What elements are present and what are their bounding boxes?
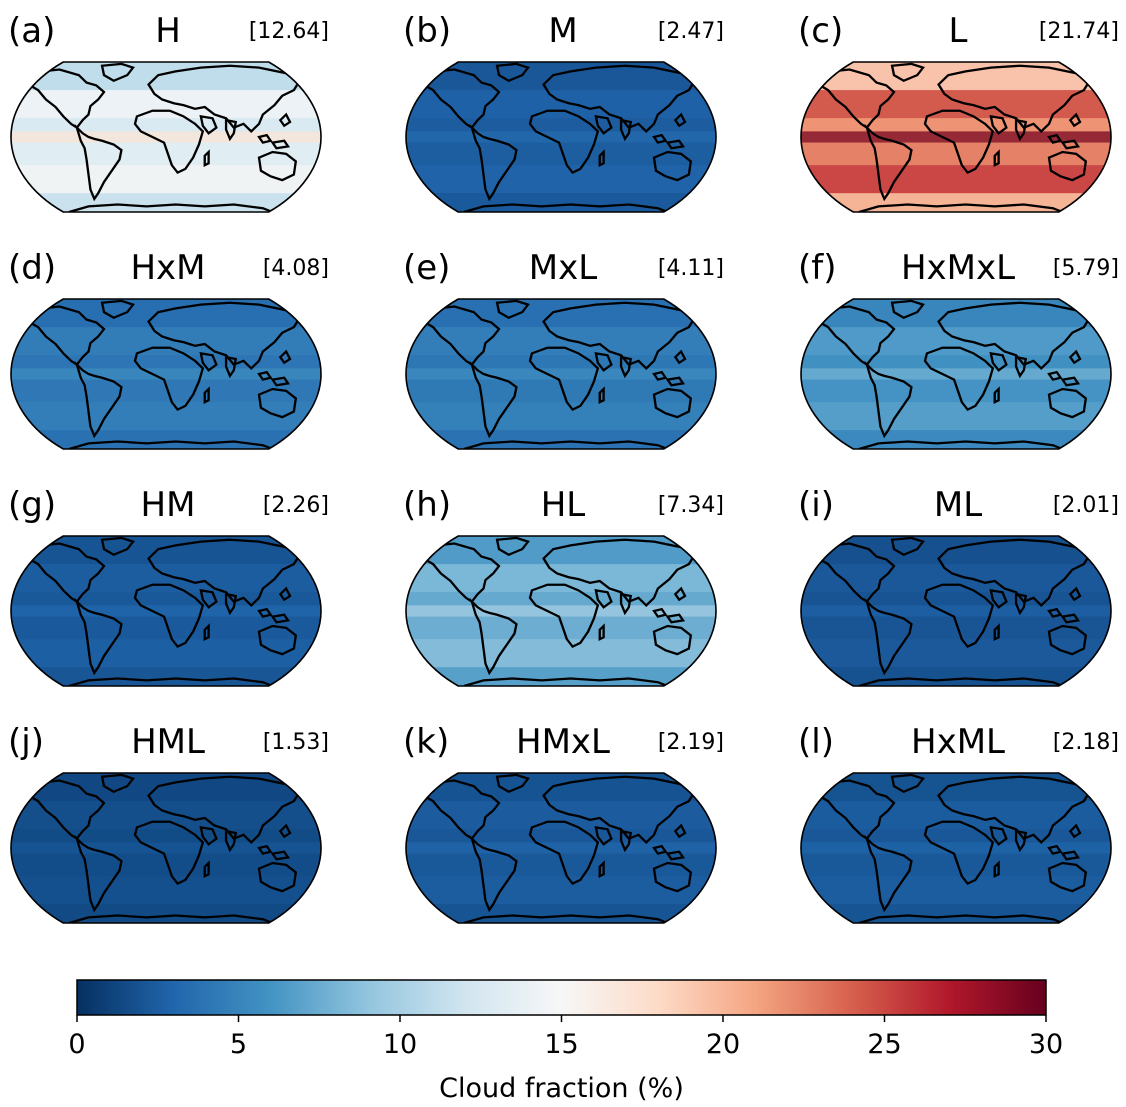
colorbar-tick-label: 5 — [230, 1029, 247, 1060]
map-fill — [800, 535, 1112, 687]
map-panel: (e) MxL [4.11] — [403, 248, 724, 458]
panel-letter: (c) — [798, 11, 843, 51]
map-panel: (j) HML [1.53] — [8, 722, 329, 932]
panel-letter: (k) — [403, 722, 449, 762]
map-panel: (f) HxMxL [5.79] — [798, 248, 1119, 458]
panel-title: MxL — [529, 248, 597, 288]
map-outline — [406, 773, 716, 923]
panel-letter: (b) — [403, 11, 451, 51]
map-fill — [10, 535, 322, 687]
map-outline — [406, 299, 716, 449]
panel-mean-value: [21.74] — [1039, 19, 1119, 44]
panel-title: HMxL — [516, 722, 610, 762]
map-panel: (l) HxML [2.18] — [798, 722, 1119, 932]
map-panel: (h) HL [7.34] — [403, 485, 724, 695]
panel-title: HxM — [130, 248, 205, 288]
colorbar-gradient — [76, 979, 1047, 1016]
map-panel: (g) HM [2.26] — [8, 485, 329, 695]
panel-title: HM — [141, 485, 196, 525]
panel-title: HL — [541, 485, 586, 525]
colorbar: 0 5 10 15 20 25 30 Cloud fraction (%) — [68, 979, 1063, 1104]
map-outline — [11, 773, 321, 923]
map-outline — [801, 299, 1111, 449]
panel-mean-value: [4.08] — [263, 256, 329, 281]
panel-mean-value: [7.34] — [658, 493, 724, 518]
map-panel: (b) M [2.47] — [403, 11, 724, 221]
panel-letter: (l) — [798, 722, 834, 762]
panel-letter: (i) — [798, 485, 834, 525]
map-fill — [10, 298, 322, 450]
colorbar-tick-label: 20 — [706, 1029, 740, 1060]
panel-mean-value: [2.26] — [263, 493, 329, 518]
map-fill — [800, 298, 1112, 450]
panel-mean-value: [2.18] — [1053, 730, 1119, 755]
panel-mean-value: [2.01] — [1053, 493, 1119, 518]
map-panel: (k) HMxL [2.19] — [403, 722, 724, 932]
colorbar-tick-label: 0 — [68, 1029, 85, 1060]
map-fill — [10, 772, 322, 924]
colorbar-label: Cloud fraction (%) — [439, 1073, 684, 1104]
panel-letter: (a) — [8, 11, 55, 51]
panel-title: L — [949, 11, 968, 51]
panel-mean-value: [12.64] — [249, 19, 329, 44]
map-outline — [801, 536, 1111, 686]
map-fill — [405, 535, 717, 687]
map-outline — [801, 773, 1111, 923]
panel-mean-value: [1.53] — [263, 730, 329, 755]
panel-title: M — [548, 11, 577, 51]
map-outline — [801, 62, 1111, 212]
map-outline — [11, 299, 321, 449]
map-panel: (d) HxM [4.08] — [8, 248, 329, 458]
panel-mean-value: [2.19] — [658, 730, 724, 755]
panel-letter: (d) — [8, 248, 56, 288]
panel-letter: (f) — [798, 248, 837, 288]
map-panel: (a) H [12.64] — [8, 11, 329, 221]
panel-title: HxMxL — [901, 248, 1015, 288]
map-outline — [11, 62, 321, 212]
map-outline — [406, 536, 716, 686]
map-fill — [10, 61, 322, 213]
colorbar-tick-label: 15 — [544, 1029, 578, 1060]
map-outline — [11, 536, 321, 686]
colorbar-tick-label: 10 — [383, 1029, 417, 1060]
colorbar-tick-label: 30 — [1029, 1029, 1063, 1060]
panel-title: HxML — [911, 722, 1005, 762]
map-panel: (c) L [21.74] — [798, 11, 1119, 221]
colorbar-tick-label: 25 — [867, 1029, 901, 1060]
panel-title: H — [155, 11, 181, 51]
map-panel: (i) ML [2.01] — [798, 485, 1119, 695]
map-fill — [405, 772, 717, 924]
map-fill — [800, 772, 1112, 924]
map-fill — [405, 61, 717, 213]
panel-title: HML — [131, 722, 205, 762]
panel-letter: (e) — [403, 248, 450, 288]
panel-mean-value: [2.47] — [658, 19, 724, 44]
map-fill — [405, 298, 717, 450]
panel-letter: (h) — [403, 485, 451, 525]
panel-letter: (j) — [8, 722, 44, 762]
panel-mean-value: [4.11] — [658, 256, 724, 281]
map-fill — [800, 61, 1112, 213]
panel-mean-value: [5.79] — [1053, 256, 1119, 281]
panel-letter: (g) — [8, 485, 56, 525]
map-outline — [406, 62, 716, 212]
panel-title: ML — [934, 485, 982, 525]
